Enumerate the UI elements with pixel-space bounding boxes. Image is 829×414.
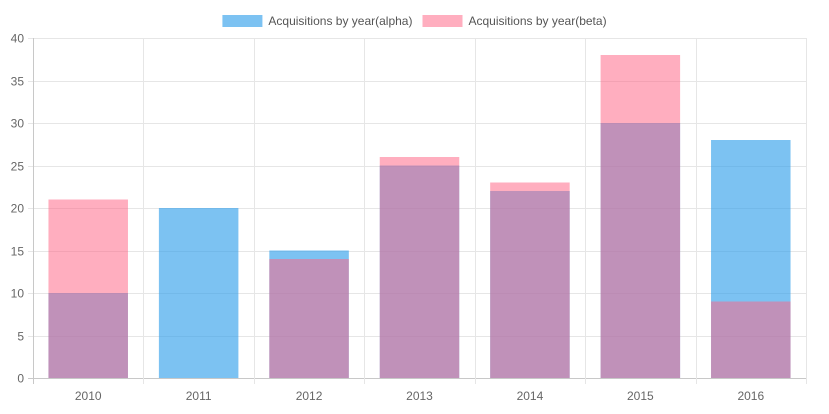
y-tick-label: 0 <box>17 372 24 386</box>
legend-item-alpha[interactable]: Acquisitions by year(alpha) <box>222 14 412 28</box>
legend-swatch <box>422 15 463 27</box>
x-tick-label: 2013 <box>406 389 433 403</box>
legend-swatch <box>222 15 263 27</box>
y-tick-label: 40 <box>11 32 25 46</box>
x-tick-label: 2016 <box>737 389 764 403</box>
axis-layer: 0 5 10 15 20 25 30 35 40 2010 2011 2012 2013 2014 2015… <box>11 32 765 404</box>
bar-alpha-2011[interactable] <box>158 208 239 378</box>
bar-beta-2013[interactable] <box>379 157 460 378</box>
x-tick-label: 2012 <box>296 389 323 403</box>
bar-beta-2010[interactable] <box>48 199 128 379</box>
legend[interactable]: Acquisitions by year(alpha) Acquisitions … <box>222 14 607 28</box>
bar-beta-2014[interactable] <box>490 182 570 379</box>
x-tick-label: 2011 <box>186 389 212 403</box>
y-tick-label: 10 <box>11 287 25 301</box>
y-tick-label: 35 <box>11 75 25 89</box>
y-tick-label: 30 <box>11 117 25 131</box>
bar-beta-2012[interactable] <box>269 259 349 378</box>
legend-label: Acquisitions by year(beta) <box>469 14 607 28</box>
y-tick-label: 25 <box>11 160 25 174</box>
bars-layer <box>48 55 791 379</box>
y-tick-label: 5 <box>17 330 24 344</box>
bar-beta-2016[interactable] <box>711 301 791 379</box>
x-tick-label: 2015 <box>627 389 654 403</box>
legend-label: Acquisitions by year(alpha) <box>268 14 412 28</box>
y-tick-label: 20 <box>11 202 25 216</box>
y-tick-label: 15 <box>11 245 25 259</box>
x-tick-label: 2010 <box>75 389 102 403</box>
x-tick-label: 2014 <box>517 389 544 403</box>
bar-beta-2015[interactable] <box>600 55 681 378</box>
legend-item-beta[interactable]: Acquisitions by year(beta) <box>422 14 607 28</box>
